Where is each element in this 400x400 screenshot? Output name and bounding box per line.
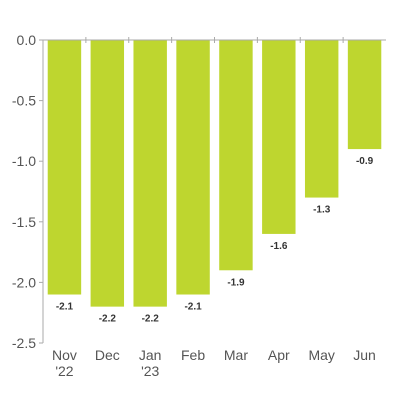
y-tick-label: -2.5	[12, 335, 36, 351]
bar	[304, 40, 339, 198]
x-tick-label: May	[308, 347, 334, 363]
data-label: -1.9	[227, 277, 245, 288]
x-tick-label: Apr	[268, 347, 290, 363]
x-tick-label: Mar	[224, 347, 248, 363]
data-label: -1.6	[270, 241, 288, 252]
y-tick-label: -1.0	[12, 153, 36, 169]
y-tick-label: -0.5	[12, 93, 36, 109]
y-axis: 0.0 -0.5 -1.0 -1.5 -2.0 -2.5	[12, 32, 44, 351]
data-label: -0.9	[356, 156, 374, 167]
x-tick-label: '22	[55, 363, 73, 379]
data-label: -2.1	[56, 302, 74, 313]
data-label: -1.3	[313, 205, 331, 216]
x-tick-label: Jun	[353, 347, 376, 363]
bar	[90, 40, 125, 307]
bar	[219, 40, 253, 271]
bar	[347, 40, 382, 150]
data-labels: -2.1 -2.2 -2.2 -2.1 -1.9 -1.6 -1.3 -0.9	[56, 156, 374, 325]
bar	[176, 40, 210, 295]
x-tick-label: Dec	[95, 347, 120, 363]
y-tick-label: 0.0	[17, 32, 37, 48]
bar	[47, 40, 82, 295]
bar	[133, 40, 167, 307]
data-label: -2.1	[184, 302, 202, 313]
y-tick-label: -1.5	[12, 214, 36, 230]
x-tick-label: Nov	[52, 347, 77, 363]
x-tick-label: Feb	[181, 347, 205, 363]
data-label: -2.2	[99, 314, 117, 325]
bars	[47, 40, 382, 307]
x-tick-label: '23	[141, 363, 159, 379]
x-tick-label: Jan	[139, 347, 162, 363]
x-axis: Nov'22 Dec Jan'23 Feb Mar Apr May Jun	[43, 37, 386, 379]
data-label: -2.2	[142, 314, 160, 325]
y-tick-label: -2.0	[12, 274, 36, 290]
bar	[262, 40, 296, 234]
